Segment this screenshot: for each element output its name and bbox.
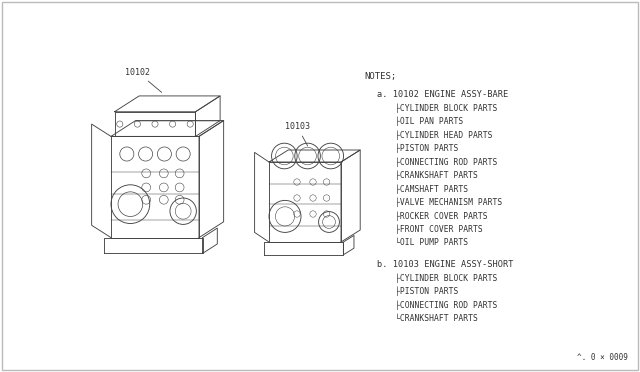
Text: ├FRONT COVER PARTS: ├FRONT COVER PARTS [395,225,483,234]
Text: ├CONNECTING ROD PARTS: ├CONNECTING ROD PARTS [395,300,497,310]
Text: ├PISTON PARTS: ├PISTON PARTS [395,287,458,296]
Text: 10103: 10103 [285,122,310,146]
Text: ├CYLINDER BLOCK PARTS: ├CYLINDER BLOCK PARTS [395,103,497,113]
Text: ├CYLINDER HEAD PARTS: ├CYLINDER HEAD PARTS [395,130,492,140]
Text: ├CYLINDER BLOCK PARTS: ├CYLINDER BLOCK PARTS [395,273,497,283]
Text: a. 10102 ENGINE ASSY-BARE: a. 10102 ENGINE ASSY-BARE [377,90,508,99]
Text: ├OIL PAN PARTS: ├OIL PAN PARTS [395,116,463,126]
Text: └CRANKSHAFT PARTS: └CRANKSHAFT PARTS [395,314,477,323]
Text: ├PISTON PARTS: ├PISTON PARTS [395,144,458,153]
Text: ├VALVE MECHANISM PARTS: ├VALVE MECHANISM PARTS [395,198,502,207]
Text: ├CONNECTING ROD PARTS: ├CONNECTING ROD PARTS [395,157,497,167]
Text: b. 10103 ENGINE ASSY-SHORT: b. 10103 ENGINE ASSY-SHORT [377,260,513,269]
Text: ├CRANKSHAFT PARTS: ├CRANKSHAFT PARTS [395,170,477,180]
Text: ├CAMSHAFT PARTS: ├CAMSHAFT PARTS [395,184,468,193]
Text: └OIL PUMP PARTS: └OIL PUMP PARTS [395,238,468,247]
Text: 10102: 10102 [125,68,162,92]
Text: ^. 0 × 0009: ^. 0 × 0009 [577,353,628,362]
Text: ├ROCKER COVER PARTS: ├ROCKER COVER PARTS [395,211,488,221]
Text: NOTES;: NOTES; [365,72,397,81]
